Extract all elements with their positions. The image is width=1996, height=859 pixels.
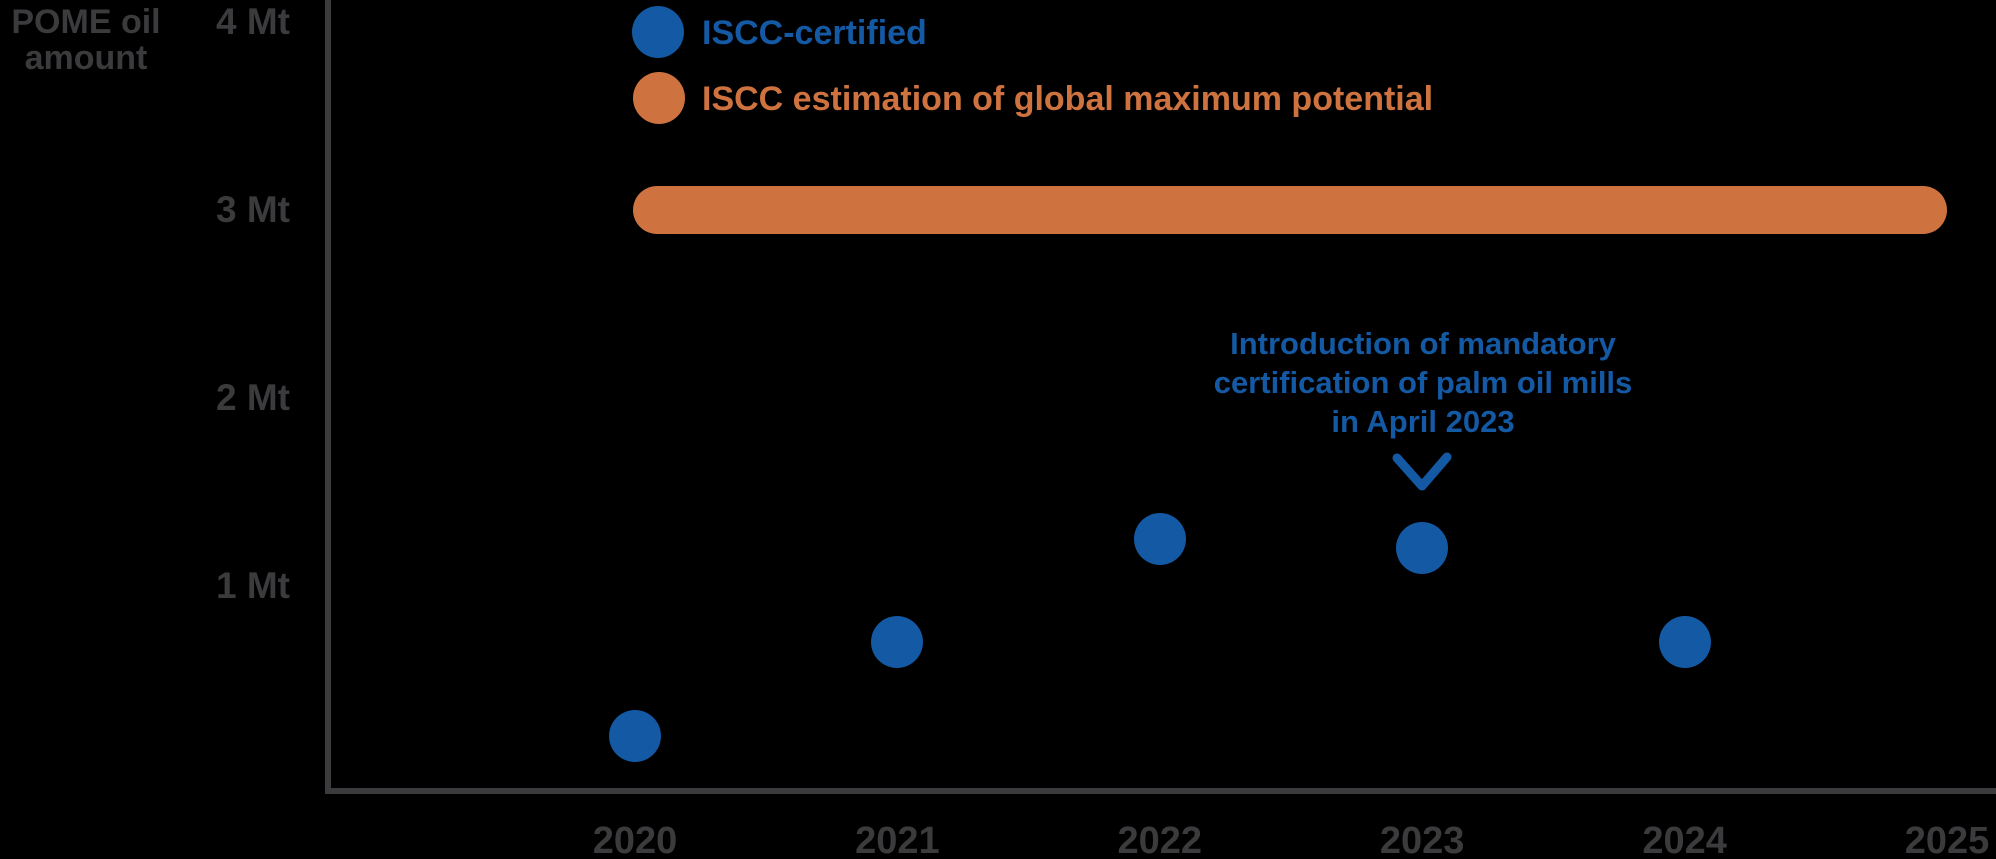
y-tick-label-3mt: 3 Mt [216,189,290,230]
annotation: Introduction of mandatory certification … [1163,324,1683,441]
x-axis-line [325,788,1996,794]
annotation-line2: certification of palm oil mills [1213,365,1633,400]
y-tick-label-1mt: 1 Mt [216,565,290,606]
legend-marker-max-potential-icon [633,72,685,124]
y-axis-line [325,0,331,794]
data-point-2021 [871,616,924,669]
data-point-2024 [1658,616,1711,669]
legend-label-max-potential: ISCC estimation of global maximum potent… [702,80,1434,118]
x-tick-label-2022: 2022 [1117,820,1203,859]
x-tick-label-2020: 2020 [592,820,678,859]
chevron-down-icon [1392,452,1452,491]
data-point-2023 [1396,522,1449,575]
y-tick-label-2mt: 2 Mt [216,377,290,418]
annotation-line1: Introduction of mandatory [1230,326,1616,361]
y-axis-title-line2: amount [24,39,148,77]
x-tick-label-2023: 2023 [1379,820,1465,859]
y-axis-title: POME oil amount [6,4,166,76]
data-point-2022 [1133,513,1186,565]
y-tick-label-4mt: 4 Mt [216,1,290,42]
legend-label-iscc-certified: ISCC-certified [702,14,927,52]
x-tick-label-2021: 2021 [855,820,940,859]
x-tick-label-2025: 2025 [1904,820,1990,859]
y-axis-title-line1: POME oil [11,3,161,41]
max-potential-band [633,186,1947,234]
legend-marker-iscc-certified-icon [632,6,684,58]
annotation-line3: in April 2023 [1331,404,1515,439]
x-tick-label-2024: 2024 [1642,820,1727,859]
data-point-2020 [609,710,661,763]
